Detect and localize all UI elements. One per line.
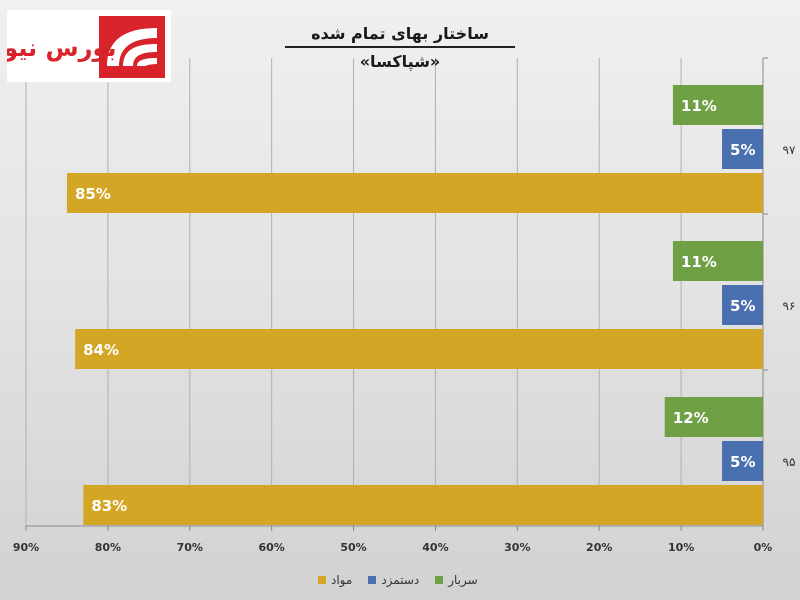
legend-item-materials: مواد bbox=[318, 573, 352, 587]
legend-label-overhead: سربار bbox=[448, 573, 478, 587]
x-tick-label: 10% bbox=[668, 541, 694, 554]
bar bbox=[83, 485, 764, 525]
data-label: 5% bbox=[730, 453, 755, 471]
x-tick-label: 60% bbox=[258, 541, 284, 554]
y-category-label: ۹۶ bbox=[783, 299, 796, 313]
y-category-label: ۹۵ bbox=[783, 455, 796, 469]
x-tick-label: 70% bbox=[177, 541, 203, 554]
data-label: 5% bbox=[730, 141, 755, 159]
bourse-news-logo: بورس نیوز bbox=[0, 10, 171, 82]
bar bbox=[722, 285, 763, 325]
legend-label-materials: مواد bbox=[331, 573, 353, 587]
data-label: 11% bbox=[681, 97, 717, 115]
chart-legend: مواد دستمزد سربار bbox=[318, 570, 478, 590]
legend-item-labor: دستمزد bbox=[368, 573, 419, 587]
bar bbox=[672, 85, 763, 125]
data-label: 12% bbox=[673, 409, 709, 427]
legend-item-overhead: سربار bbox=[435, 573, 478, 587]
x-tick-label: 40% bbox=[422, 541, 448, 554]
data-label: 11% bbox=[681, 253, 717, 271]
data-label: 83% bbox=[91, 497, 127, 515]
bar bbox=[722, 129, 763, 169]
legend-label-labor: دستمزد bbox=[381, 573, 420, 587]
legend-swatch-overhead bbox=[435, 576, 444, 584]
data-label: 85% bbox=[75, 185, 111, 203]
x-tick-label: 50% bbox=[340, 541, 366, 554]
y-category-label: ۹۷ bbox=[783, 143, 796, 157]
bar bbox=[722, 441, 763, 481]
x-tick-label: 90% bbox=[13, 541, 39, 554]
logo-mark-icon: بورس نیوز bbox=[0, 16, 165, 78]
bar bbox=[75, 329, 764, 369]
x-tick-label: 80% bbox=[95, 541, 121, 554]
chart-title: ساختار بهای تمام شده «شپاکسا» bbox=[311, 24, 489, 71]
x-tick-label: 30% bbox=[504, 541, 530, 554]
x-tick-label: 0% bbox=[754, 541, 773, 554]
x-tick-label: 20% bbox=[586, 541, 612, 554]
bar bbox=[66, 173, 763, 213]
legend-swatch-materials bbox=[318, 576, 326, 584]
logo-text: بورس نیوز bbox=[7, 34, 117, 62]
data-label: 84% bbox=[83, 341, 119, 359]
bar bbox=[664, 397, 763, 437]
bar bbox=[672, 241, 763, 281]
data-label: 5% bbox=[730, 297, 755, 315]
legend-swatch-labor bbox=[368, 576, 377, 584]
title-underline bbox=[285, 46, 515, 48]
